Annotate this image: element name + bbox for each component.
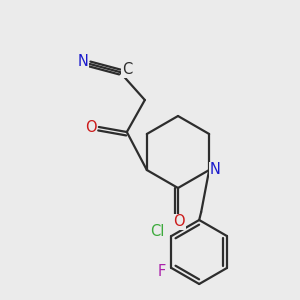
Text: N: N <box>210 163 220 178</box>
Text: N: N <box>77 55 88 70</box>
Text: Cl: Cl <box>150 224 165 239</box>
Text: F: F <box>157 263 166 278</box>
Text: C: C <box>122 62 132 77</box>
Text: O: O <box>173 214 185 230</box>
Text: O: O <box>85 119 97 134</box>
